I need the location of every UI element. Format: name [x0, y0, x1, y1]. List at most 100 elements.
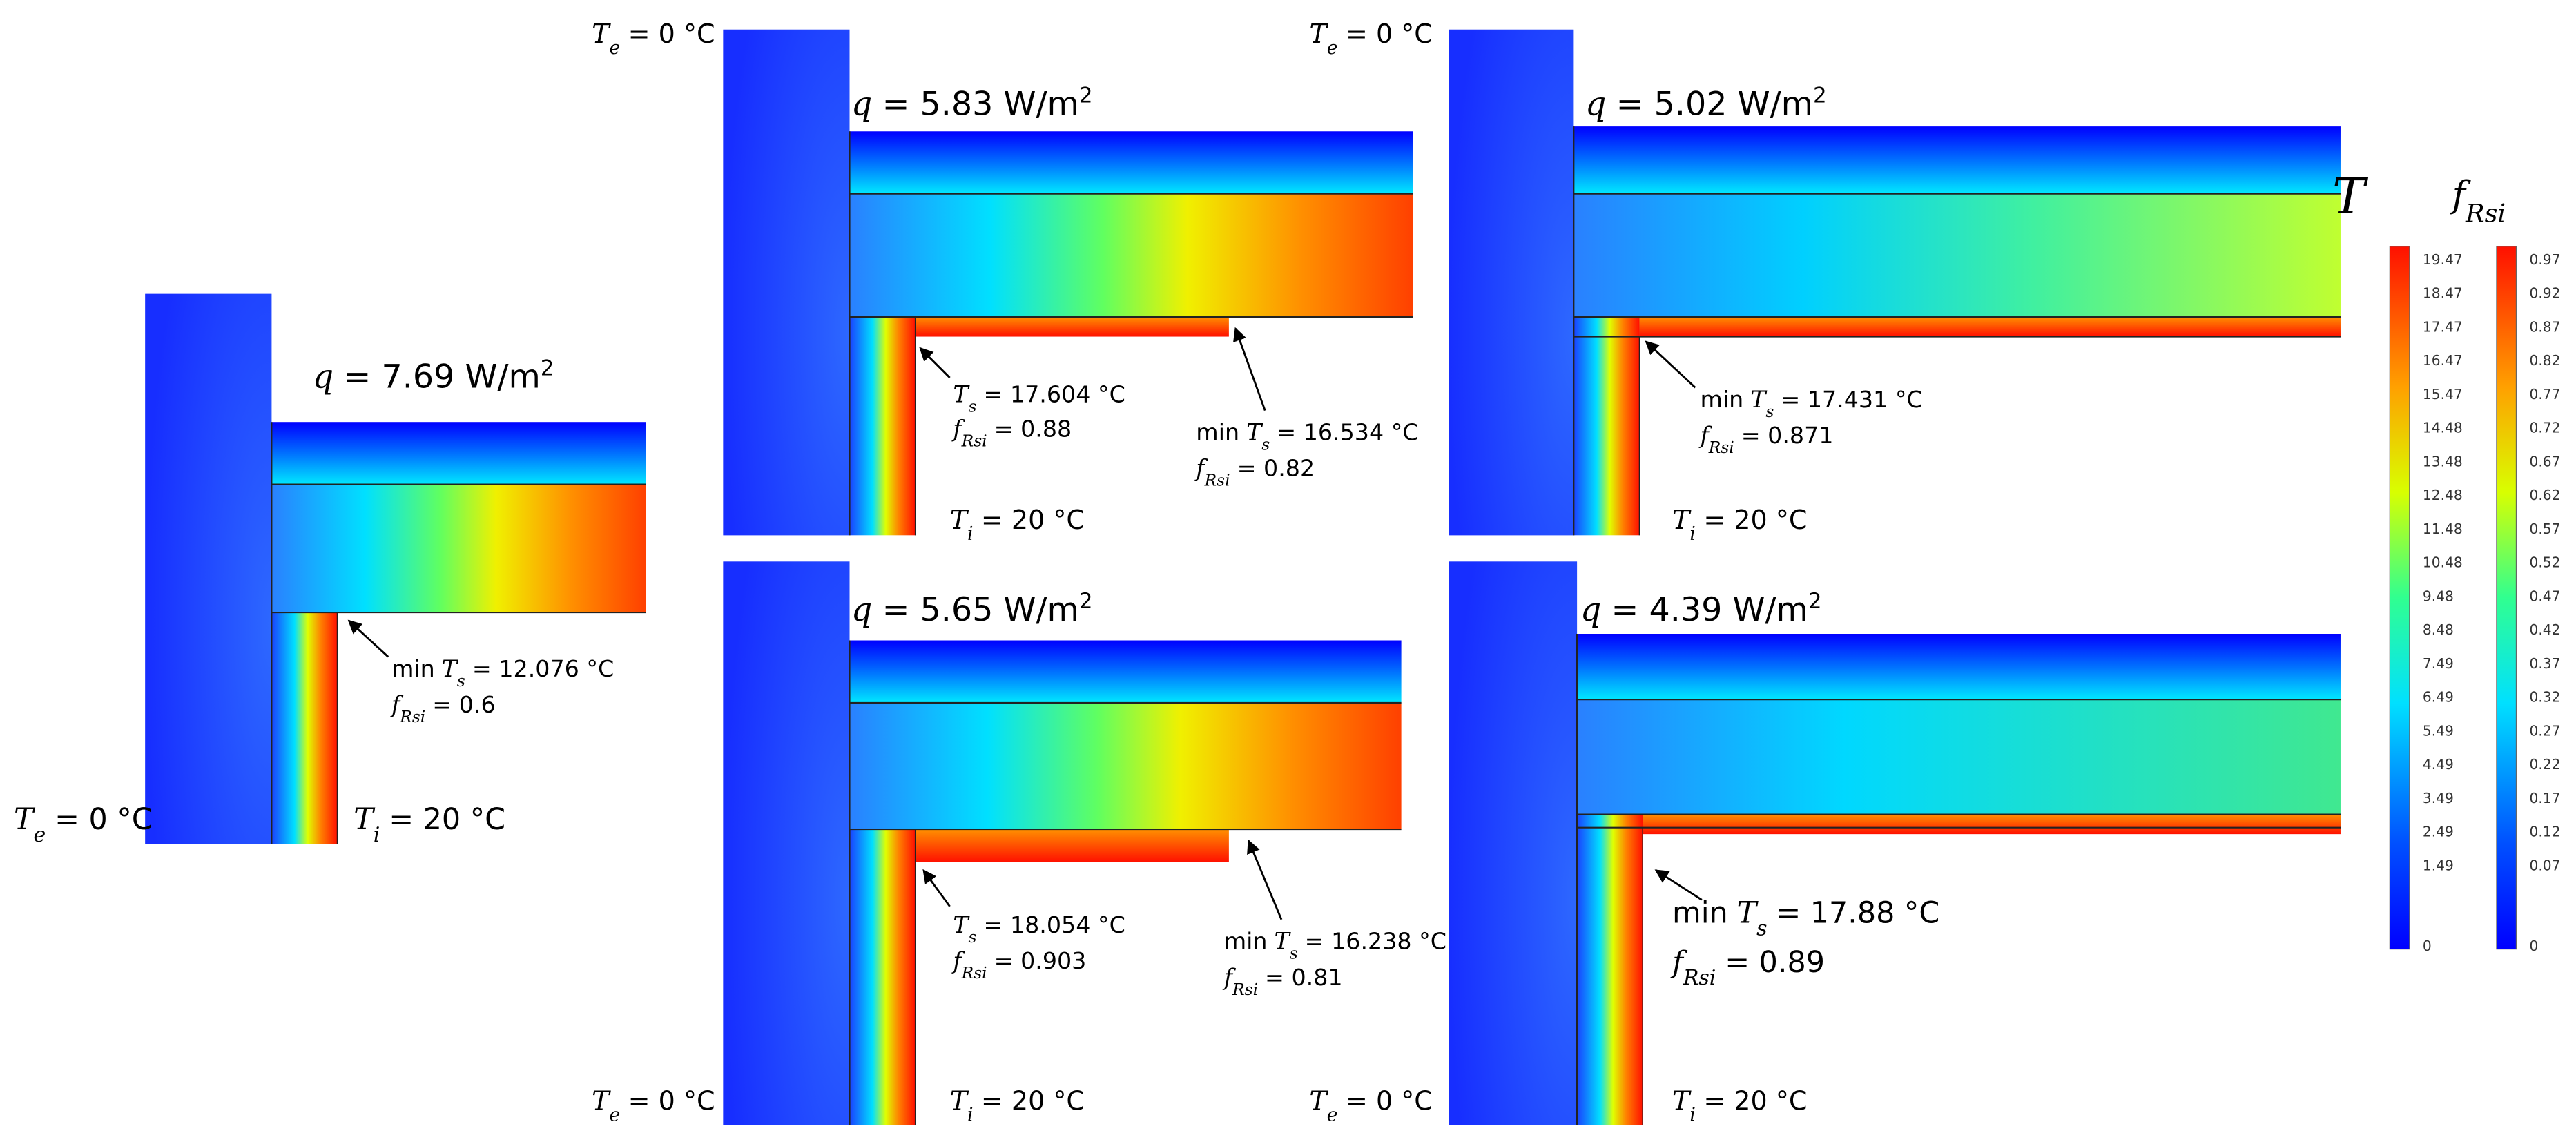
- colorbar-tick-label: 0: [2529, 938, 2538, 954]
- annotation-sub: s: [1261, 435, 1270, 454]
- colorbar-tick-label: 0.92: [2529, 285, 2560, 302]
- colorbar-tick-label: 11.48: [2423, 521, 2463, 537]
- annotation-symbol: T: [1672, 505, 1692, 535]
- annotation: min Ts = 17.88 °C: [1672, 896, 1939, 940]
- annotation-sub: s: [969, 927, 977, 946]
- annotation-prefix: min: [391, 655, 435, 682]
- colorbar-tick-label: 0.32: [2529, 689, 2560, 706]
- annotation: Ti = 20 °C: [950, 505, 1085, 545]
- annotation-value: = 0 °C: [628, 19, 715, 49]
- annotation: fRsi = 0.6: [389, 691, 496, 726]
- colorbar-tick-label: 2.49: [2423, 824, 2454, 840]
- arrow: [919, 347, 951, 379]
- colorbar-title: T: [2332, 168, 2368, 225]
- colorbar: [2496, 246, 2517, 950]
- annotation-sub: e: [610, 1104, 621, 1125]
- colorbar-tick-label: 0.42: [2529, 621, 2560, 638]
- heat-flux-label-sup: 2: [1813, 83, 1827, 108]
- colorbar-tick-label: 0.22: [2529, 756, 2560, 773]
- annotation-sub: e: [610, 37, 621, 58]
- annotation: Ts = 18.054 °C: [953, 911, 1125, 947]
- annotation-symbol: T: [1737, 896, 1759, 931]
- colorbar-tick-label: 5.49: [2423, 722, 2454, 739]
- annotation-sub: Rsi: [1683, 965, 1716, 989]
- region: [849, 829, 916, 1125]
- colorbar-tick-label: 0.57: [2529, 521, 2560, 537]
- colorbar-tick-label: 0.72: [2529, 420, 2560, 436]
- heat-flux-label: q = 5.02 W/m2: [1585, 83, 1827, 123]
- annotation-symbol: T: [1672, 1086, 1692, 1116]
- region: [1573, 317, 1640, 536]
- colorbar-tick-label: 12.48: [2423, 487, 2463, 503]
- colorbar: [2389, 246, 2410, 950]
- annotation-sub: Rsi: [961, 432, 987, 450]
- colorbar-tick-label: 0.27: [2529, 722, 2560, 739]
- colorbar-title-sub: Rsi: [2465, 198, 2506, 228]
- annotation-symbol: T: [592, 19, 611, 49]
- colorbar-tick-label: 0: [2423, 938, 2432, 954]
- colorbar-tick-label: 0.12: [2529, 824, 2560, 840]
- colorbar-tick-label: 0.47: [2529, 588, 2560, 604]
- heat-flux-label-symbol: q: [851, 85, 872, 123]
- arrow: [1233, 327, 1266, 411]
- heat-flux-label-sup: 2: [1079, 83, 1093, 108]
- annotation: Te = 0 °C: [1309, 19, 1432, 58]
- annotation-value: = 18.054 °C: [983, 911, 1125, 938]
- annotation-sub: Rsi: [1204, 471, 1230, 490]
- annotation-value: = 20 °C: [1703, 1086, 1807, 1116]
- heat-flux-label-symbol: q: [1585, 85, 1606, 123]
- annotation-symbol: T: [1309, 19, 1328, 49]
- colorbar-tick-label: 0.97: [2529, 251, 2560, 268]
- colorbar-tick-label: 17.47: [2423, 318, 2463, 335]
- region: [1449, 29, 1574, 536]
- region: [849, 193, 1413, 318]
- annotation-sub: e: [34, 823, 46, 847]
- colorbar-tick-label: 7.49: [2423, 655, 2454, 672]
- annotation: fRsi = 0.81: [1222, 964, 1343, 999]
- annotation-sub: s: [457, 671, 465, 690]
- arrow: [922, 869, 951, 907]
- arrow: [347, 619, 389, 658]
- annotation-value: = 0 °C: [628, 1086, 715, 1116]
- region: [1639, 317, 2341, 337]
- annotation: Ti = 20 °C: [1672, 1086, 1807, 1126]
- annotation-value: = 16.238 °C: [1305, 928, 1446, 955]
- annotation-symbol: T: [1246, 418, 1263, 445]
- heat-flux-label-value: = 4.39 W/m: [1611, 591, 1808, 629]
- annotation-sub: e: [1327, 1104, 1338, 1125]
- annotation-prefix: min: [1196, 418, 1239, 445]
- annotation-sub: Rsi: [1708, 438, 1734, 457]
- annotation-symbol: T: [14, 802, 36, 837]
- annotation-value: = 20 °C: [1703, 505, 1807, 535]
- annotation-value: = 20 °C: [981, 1086, 1085, 1116]
- colorbar-tick-label: 6.49: [2423, 689, 2454, 706]
- annotation-value: = 0 °C: [55, 802, 153, 837]
- annotation-symbol: T: [354, 802, 376, 837]
- heat-flux-label-symbol: q: [313, 358, 333, 396]
- annotation-value: = 0.871: [1741, 422, 1834, 449]
- region: [849, 640, 1402, 703]
- annotation: min Ts = 16.534 °C: [1196, 418, 1418, 454]
- annotation-value: = 0.6: [432, 691, 495, 718]
- colorbar-title-symbol: T: [2332, 168, 2368, 225]
- heat-flux-label: q = 4.39 W/m2: [1580, 589, 1822, 629]
- heat-flux-label: q = 7.69 W/m2: [313, 356, 554, 396]
- annotation: Ti = 20 °C: [950, 1086, 1085, 1126]
- region: [849, 702, 1402, 830]
- heat-flux-label-value: = 5.65 W/m: [882, 591, 1079, 629]
- heat-flux-label-sup: 2: [1808, 589, 1822, 614]
- colorbar-tick-label: 14.48: [2423, 420, 2463, 436]
- colorbar-tick-label: 0.82: [2529, 352, 2560, 369]
- region: [849, 317, 916, 536]
- region: [915, 829, 1229, 862]
- annotation-sub: i: [967, 1104, 974, 1125]
- annotation-sub: i: [1689, 1104, 1696, 1125]
- annotation-symbol: T: [1275, 928, 1292, 955]
- region: [1573, 126, 2341, 194]
- annotation: fRsi = 0.89: [1670, 945, 1825, 989]
- region: [1577, 699, 2341, 828]
- colorbar-tick-label: 3.49: [2423, 790, 2454, 806]
- annotation-prefix: min: [1672, 896, 1728, 931]
- annotation-value: = 12.076 °C: [472, 655, 614, 682]
